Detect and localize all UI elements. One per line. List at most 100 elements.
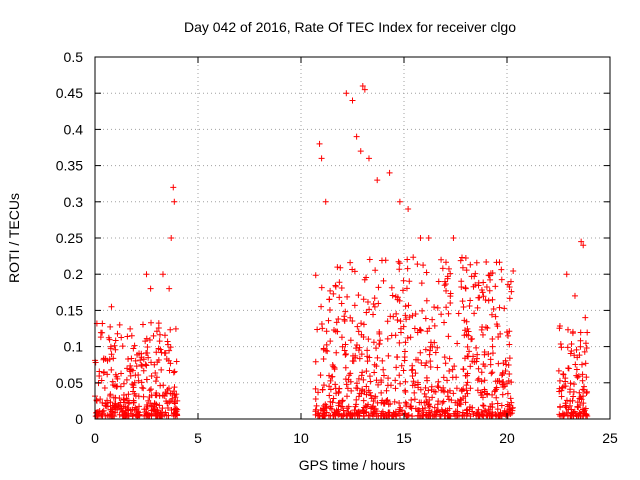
roti-point xyxy=(481,377,488,384)
roti-point xyxy=(335,406,342,413)
roti-point xyxy=(401,348,408,355)
roti-point xyxy=(465,328,472,335)
roti-point xyxy=(475,375,482,382)
roti-point xyxy=(393,310,400,317)
roti-point xyxy=(391,411,398,418)
roti-point xyxy=(464,343,471,350)
roti-point xyxy=(108,366,115,373)
roti-point xyxy=(318,320,325,327)
roti-point xyxy=(357,148,364,155)
roti-point xyxy=(495,333,502,340)
roti-point xyxy=(333,390,340,397)
roti-point xyxy=(379,357,386,364)
roti-point xyxy=(362,403,369,410)
roti-point xyxy=(153,374,160,381)
roti-point xyxy=(106,392,113,399)
roti-point xyxy=(449,366,456,373)
roti-point xyxy=(378,257,385,264)
roti-point xyxy=(479,394,486,401)
roti-point xyxy=(375,300,382,307)
roti-point xyxy=(153,349,160,356)
roti-point xyxy=(470,283,477,290)
roti-point xyxy=(423,297,430,304)
roti-point xyxy=(349,97,356,104)
roti-point xyxy=(467,413,474,420)
roti-point xyxy=(483,258,490,265)
roti-point xyxy=(468,336,475,343)
roti-point xyxy=(355,375,362,382)
roti-point xyxy=(312,385,319,392)
roti-point xyxy=(166,285,173,292)
roti-point xyxy=(397,318,404,325)
roti-point xyxy=(316,140,323,147)
roti-point xyxy=(131,406,138,413)
roti-point xyxy=(427,358,434,365)
roti-point xyxy=(463,318,470,325)
roti-point xyxy=(124,365,131,372)
roti-point xyxy=(343,90,350,97)
roti-point xyxy=(409,372,416,379)
roti-point xyxy=(510,268,517,275)
roti-point xyxy=(384,382,391,389)
roti-point xyxy=(454,340,461,347)
roti-point xyxy=(365,155,372,162)
roti-point xyxy=(411,382,418,389)
roti-point xyxy=(132,392,139,399)
roti-point xyxy=(159,405,166,412)
roti-point xyxy=(162,389,169,396)
roti-point xyxy=(370,311,377,318)
roti-point xyxy=(506,341,513,348)
roti-point xyxy=(144,349,151,356)
roti-point xyxy=(151,400,158,407)
roti-point xyxy=(485,297,492,304)
roti-point xyxy=(127,362,134,369)
roti-point xyxy=(572,361,579,368)
roti-point xyxy=(569,328,576,335)
roti-point xyxy=(473,344,480,351)
roti-point xyxy=(346,372,353,379)
roti-point xyxy=(485,350,492,357)
roti-point xyxy=(481,363,488,370)
roti-point xyxy=(380,372,387,379)
roti-point xyxy=(423,374,430,381)
roti-point xyxy=(114,330,121,337)
roti-point xyxy=(484,325,491,332)
roti-point xyxy=(331,366,338,373)
x-tick-labels: 0 5 10 15 20 25 xyxy=(91,430,618,446)
roti-point xyxy=(442,360,449,367)
roti-point xyxy=(392,385,399,392)
roti-point xyxy=(366,373,373,380)
roti-point xyxy=(371,369,378,376)
roti-point xyxy=(414,261,421,268)
roti-point xyxy=(577,337,584,344)
roti-point xyxy=(99,329,106,336)
roti-point xyxy=(440,398,447,405)
roti-point xyxy=(398,362,405,369)
roti-point xyxy=(343,412,350,419)
roti-point xyxy=(477,389,484,396)
roti-point xyxy=(411,389,418,396)
roti-point xyxy=(143,362,150,369)
y-tick-label: 0.5 xyxy=(64,49,84,65)
roti-point xyxy=(494,400,501,407)
roti-point xyxy=(347,337,354,344)
roti-point xyxy=(127,325,134,332)
roti-point xyxy=(312,406,319,413)
roti-point xyxy=(112,346,119,353)
roti-point xyxy=(396,198,403,205)
roti-point xyxy=(396,372,403,379)
roti-point xyxy=(460,303,467,310)
roti-point xyxy=(440,374,447,381)
roti-point xyxy=(467,363,474,370)
roti-point xyxy=(567,380,574,387)
roti-point xyxy=(134,351,141,358)
roti-point xyxy=(100,369,107,376)
y-axis-title: ROTI / TECUs xyxy=(6,193,22,283)
roti-point xyxy=(464,390,471,397)
roti-point xyxy=(376,340,383,347)
roti-point xyxy=(139,321,146,328)
roti-point xyxy=(363,383,370,390)
roti-point xyxy=(464,379,471,386)
roti-point xyxy=(338,285,345,292)
roti-point xyxy=(406,314,413,321)
